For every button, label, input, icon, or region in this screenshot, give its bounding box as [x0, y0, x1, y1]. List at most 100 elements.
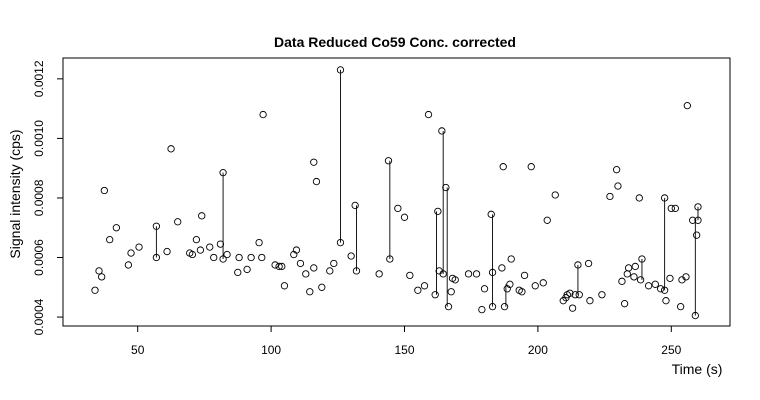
- data-point: [112, 224, 121, 232]
- data-point: [688, 216, 697, 224]
- data-point: [351, 201, 359, 210]
- data-point: [539, 279, 547, 287]
- data-point: [518, 288, 526, 296]
- data-point: [196, 246, 205, 254]
- data-point: [620, 300, 629, 308]
- data-point: [478, 305, 486, 314]
- data-point: [124, 261, 133, 269]
- data-point: [527, 163, 535, 171]
- data-point: [660, 194, 669, 202]
- data-point: [431, 291, 439, 299]
- data-point: [598, 291, 606, 299]
- data-point: [219, 168, 227, 177]
- data-point: [302, 270, 310, 278]
- data-point: [666, 274, 674, 283]
- y-tick-label: 0.0004: [32, 298, 46, 335]
- data-point: [612, 166, 621, 174]
- data-point: [336, 66, 345, 74]
- data-point: [571, 291, 579, 299]
- data-point: [98, 273, 106, 281]
- x-axis: 50 100 150 200 250: [131, 326, 682, 357]
- y-tick-label: 0.0006: [32, 239, 46, 276]
- y-axis-label: Signal intensity (cps): [7, 129, 23, 258]
- data-point: [498, 264, 506, 272]
- data-point: [693, 231, 701, 239]
- data-point: [243, 265, 251, 274]
- x-tick-label: 100: [261, 343, 281, 357]
- data-point: [656, 285, 665, 293]
- data-point: [400, 213, 409, 221]
- data-point: [638, 255, 646, 263]
- data-point: [386, 255, 394, 263]
- data-point: [384, 157, 393, 165]
- data-point: [614, 182, 622, 190]
- data-point: [163, 247, 171, 256]
- data-point: [292, 246, 301, 254]
- data-point: [635, 194, 643, 202]
- y-tick-label: 0.0010: [32, 120, 46, 157]
- data-point: [306, 288, 314, 296]
- y-tick-label: 0.0012: [32, 60, 46, 97]
- data-point: [480, 285, 489, 293]
- y-tick-label: 0.0008: [32, 179, 46, 216]
- x-tick-label: 250: [661, 343, 681, 357]
- data-point: [439, 270, 447, 278]
- data-point: [219, 255, 227, 263]
- data-point: [247, 253, 255, 262]
- data-point: [259, 110, 267, 119]
- data-point: [275, 262, 283, 271]
- data-point: [406, 271, 414, 280]
- data-point: [694, 216, 702, 224]
- data-point: [586, 297, 594, 305]
- data-point: [167, 145, 175, 153]
- x-tick-label: 200: [528, 343, 548, 357]
- data-point: [584, 259, 593, 268]
- data-point: [135, 243, 143, 251]
- data-point: [296, 259, 305, 268]
- data-point: [100, 186, 109, 195]
- data-point: [671, 204, 679, 213]
- data-point: [278, 262, 286, 271]
- plot-frame: [62, 57, 731, 327]
- data-point: [152, 222, 161, 230]
- data-point: [566, 289, 574, 297]
- data-point: [618, 277, 626, 285]
- data-point: [488, 302, 497, 311]
- data-point: [683, 101, 691, 110]
- data-point: [551, 191, 559, 199]
- data-point: [312, 177, 321, 186]
- data-points: [91, 66, 702, 320]
- x-axis-label: Time (s): [672, 361, 723, 377]
- data-point: [174, 218, 182, 226]
- data-point: [192, 235, 201, 244]
- data-point: [414, 286, 422, 294]
- data-point: [420, 282, 429, 290]
- data-point: [271, 261, 279, 269]
- data-point: [280, 282, 289, 290]
- data-point: [451, 276, 459, 284]
- data-point: [375, 270, 383, 278]
- data-point: [691, 311, 699, 320]
- data-point: [310, 158, 318, 166]
- data-point: [472, 270, 481, 278]
- data-point: [636, 276, 645, 284]
- data-point: [258, 253, 266, 262]
- data-point: [95, 267, 103, 275]
- data-point: [520, 271, 529, 280]
- data-point: [644, 282, 653, 290]
- x-tick-label: 50: [131, 343, 145, 357]
- data-point: [464, 270, 473, 278]
- data-point: [310, 264, 318, 272]
- data-point: [127, 249, 135, 257]
- data-point: [336, 238, 345, 247]
- data-point: [198, 212, 206, 220]
- data-point: [394, 204, 402, 213]
- data-point: [531, 282, 539, 290]
- data-point: [487, 210, 495, 218]
- data-point: [624, 264, 633, 272]
- data-point: [500, 302, 509, 311]
- data-point: [676, 302, 685, 311]
- data-point: [444, 302, 453, 311]
- y-axis: 0.0004 0.0006 0.0008 0.0010 0.0012: [32, 60, 63, 335]
